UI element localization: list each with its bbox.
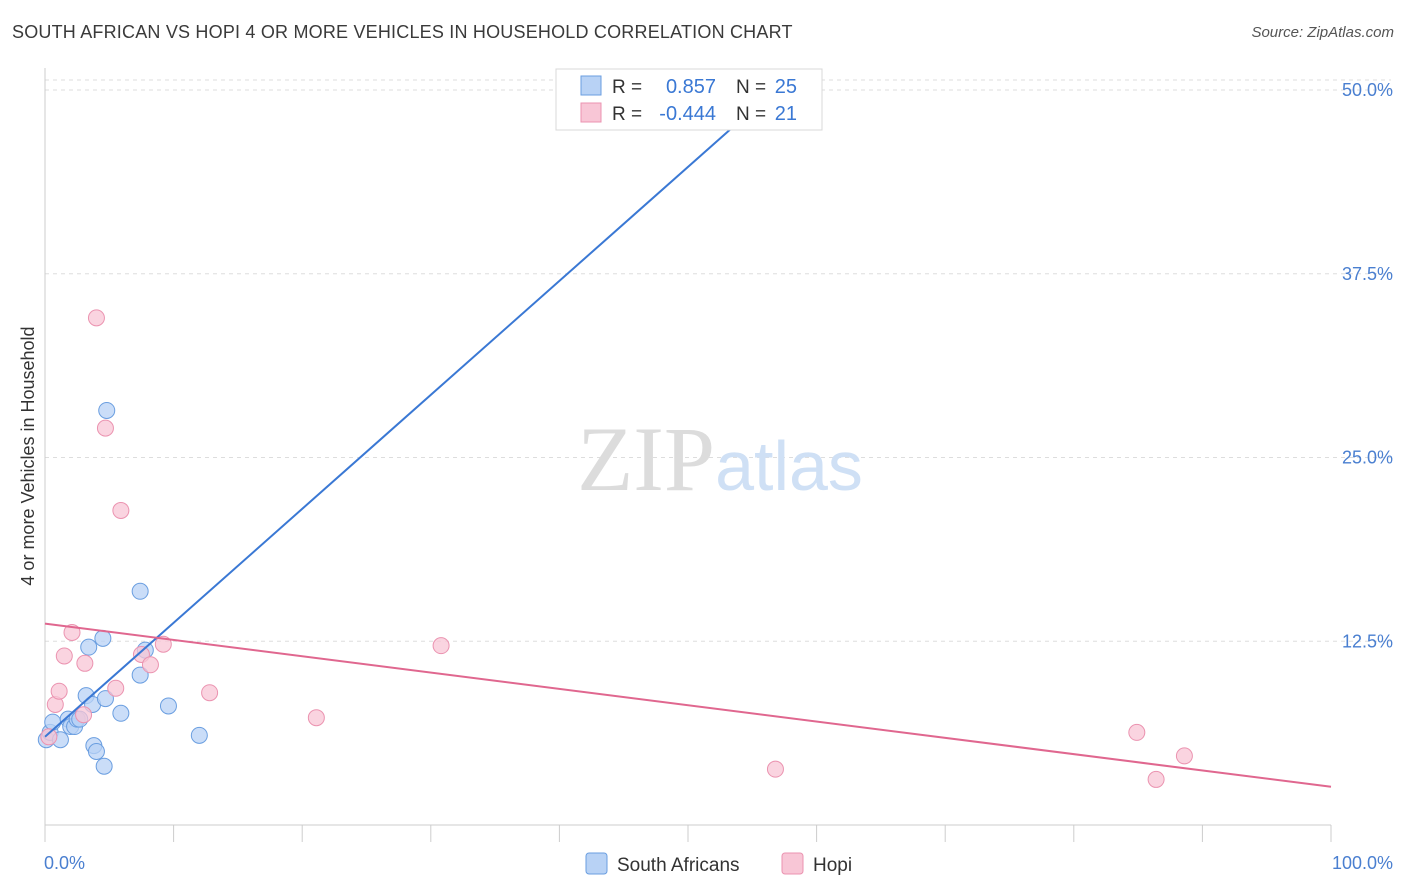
hopi-point — [75, 706, 93, 724]
hopi-point — [766, 760, 784, 778]
south-africans-point — [159, 697, 177, 715]
legend-n-value-2: 21 — [775, 103, 797, 125]
hopi-point — [432, 637, 450, 655]
axes — [44, 68, 1332, 842]
watermark-zip: ZIP — [577, 408, 715, 510]
y-axis-label: 4 or more Vehicles in Household — [18, 326, 38, 585]
south-africans-point — [112, 704, 130, 722]
hopi-point — [50, 682, 68, 700]
south-africans-point — [94, 629, 112, 647]
legend-n-label-2: N = — [736, 104, 766, 125]
south-africans-trend-line — [44, 86, 779, 738]
x-tick-label-min: 0.0% — [44, 853, 85, 873]
hopi-point — [141, 656, 159, 674]
hopi-trend-line — [44, 622, 1332, 788]
series-label-hopi: Hopi — [813, 855, 852, 876]
hopi-point — [112, 501, 130, 519]
hopi-point — [40, 728, 58, 746]
y-tick-label: 50.0% — [1342, 80, 1393, 100]
y-tick-label: 25.0% — [1342, 448, 1393, 468]
series-swatch-hopi — [781, 852, 804, 875]
hopi-point — [307, 709, 325, 727]
hopi-point — [87, 309, 105, 327]
watermark-atlas: atlas — [715, 427, 863, 505]
hopi-point — [107, 679, 125, 697]
legend-swatch-hopi — [580, 102, 602, 123]
hopi-point — [55, 647, 73, 665]
south-africans-point — [95, 757, 113, 775]
chart-title: SOUTH AFRICAN VS HOPI 4 OR MORE VEHICLES… — [12, 22, 793, 42]
trend-lines — [44, 86, 1332, 788]
hopi-point — [201, 684, 219, 702]
x-tick-label-max: 100.0% — [1332, 853, 1393, 873]
hopi-point — [1175, 747, 1193, 765]
hopi-point — [1147, 770, 1165, 788]
south-africans-point — [190, 726, 208, 744]
hopi-point — [1128, 723, 1146, 741]
series-label-south-africans: South Africans — [617, 855, 740, 876]
legend-n-label-1: N = — [736, 77, 766, 98]
south-africans-point — [87, 743, 105, 761]
legend-r-value-1: 0.857 — [666, 76, 716, 98]
south-africans-point — [80, 638, 98, 656]
hopi-point — [76, 654, 94, 672]
south-africans-point — [96, 690, 114, 708]
series-swatch-south-africans — [585, 852, 608, 875]
hopi-point — [96, 419, 114, 437]
legend-swatch-south-africans — [580, 75, 602, 96]
south-africans-point — [98, 401, 116, 419]
legend-n-value-1: 25 — [775, 76, 797, 98]
correlation-legend: R = 0.857 N = 25 R = -0.444 N = 21 — [555, 68, 823, 131]
series-legend: South Africans Hopi — [585, 852, 852, 876]
legend-r-value-2: -0.444 — [659, 103, 716, 125]
south-africans-point — [44, 713, 62, 731]
south-africans-point — [131, 582, 149, 600]
tick-labels: 12.5% 25.0% 37.5% 50.0% 0.0% 100.0% — [44, 80, 1393, 873]
watermark: ZIPatlas — [577, 408, 863, 510]
hopi-point — [154, 635, 172, 653]
legend-r-label-2: R = — [612, 104, 642, 125]
south-africans-point — [131, 666, 149, 684]
y-tick-label: 37.5% — [1342, 264, 1393, 284]
legend-r-label-1: R = — [612, 77, 642, 98]
y-tick-label: 12.5% — [1342, 631, 1393, 651]
source-credit: Source: ZipAtlas.com — [1251, 24, 1394, 41]
